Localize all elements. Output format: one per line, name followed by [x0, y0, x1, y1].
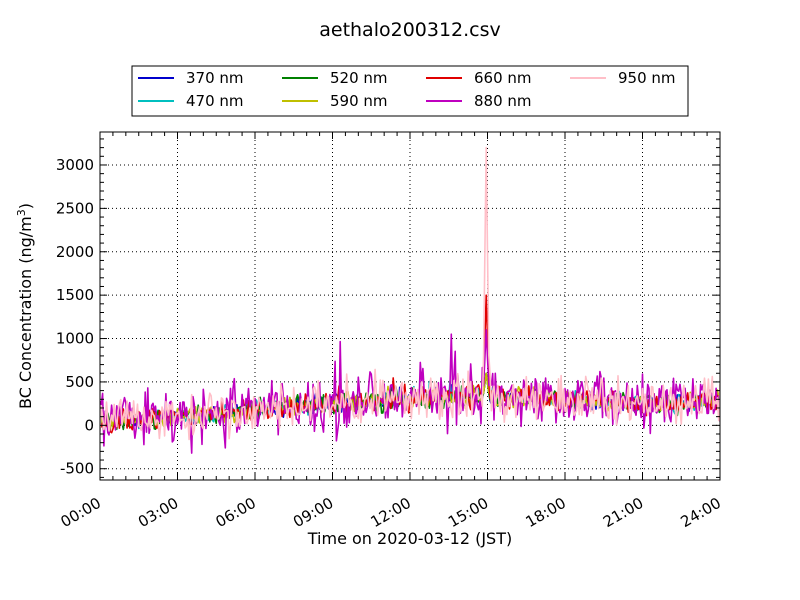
y-tick-label: 2500	[56, 199, 94, 217]
legend-label: 590 nm	[330, 92, 388, 110]
y-tick-label: 1000	[56, 330, 94, 348]
y-axis-label-main: BC Concentration (ng/m	[16, 216, 35, 409]
y-tick-label: 500	[65, 373, 94, 391]
legend-label: 660 nm	[474, 69, 532, 87]
y-tick-label: 1500	[56, 286, 94, 304]
legend-label: 950 nm	[618, 69, 676, 87]
legend-label: 520 nm	[330, 69, 388, 87]
legend-frame	[131, 65, 689, 117]
x-axis-label: Time on 2020-03-12 (JST)	[307, 529, 512, 548]
y-tick-label: 2000	[56, 243, 94, 261]
y-tick-label: -500	[60, 460, 94, 478]
legend-label: 370 nm	[186, 69, 244, 87]
legend: 370 nm 470 nm 520 nm 590 nm 660 nm 880 nm 950 …	[131, 65, 689, 117]
y-axis-label-superscript: 3	[15, 209, 28, 216]
chart-title: aethalo200312.csv	[319, 19, 501, 41]
series-lines	[100, 146, 720, 454]
y-axis-label-close: )	[16, 203, 35, 209]
y-tick-label: 3000	[56, 156, 94, 174]
legend-label: 470 nm	[186, 92, 244, 110]
y-axis-label: BC Concentration (ng/m3)	[15, 203, 35, 409]
legend-label: 880 nm	[474, 92, 532, 110]
series-line-950nm	[100, 146, 720, 441]
y-tick-label: 0	[84, 416, 94, 434]
